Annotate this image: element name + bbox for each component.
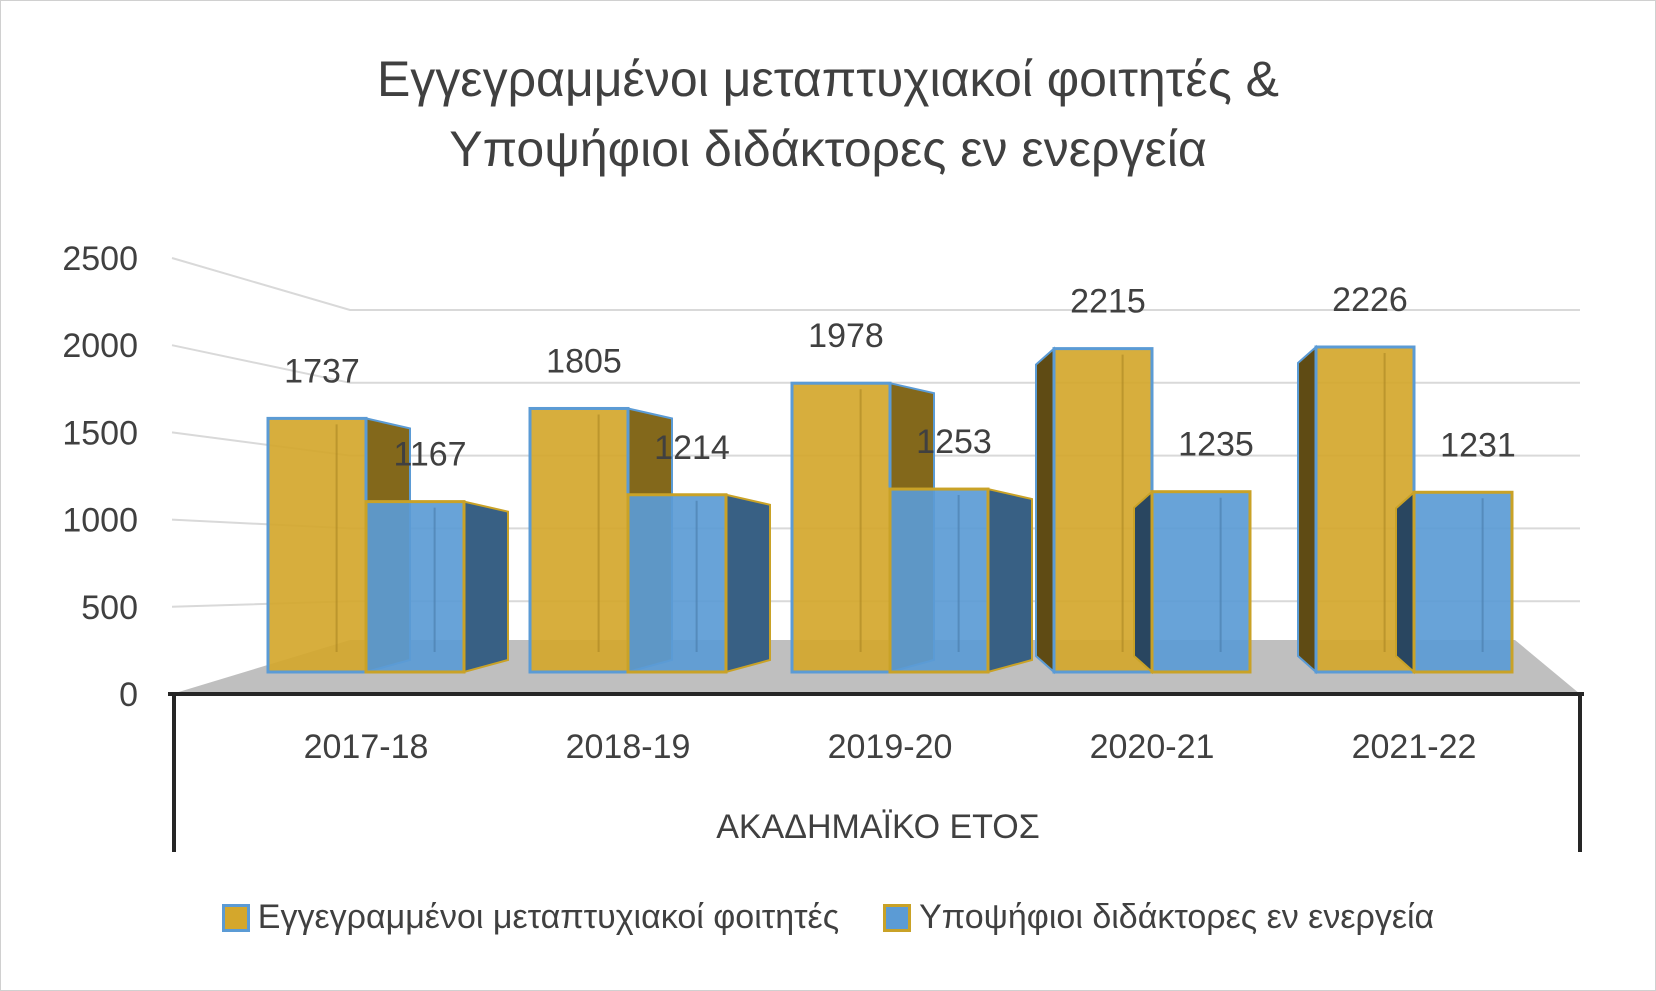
bar-side	[1133, 489, 1153, 675]
data-label: 1214	[654, 429, 730, 467]
bar-side	[463, 500, 509, 674]
data-label: 1805	[546, 342, 622, 380]
data-label: 1253	[916, 423, 992, 461]
bars	[266, 344, 1514, 675]
bar-side	[725, 493, 771, 674]
bar-front	[1150, 490, 1252, 674]
bar-side	[987, 487, 1033, 674]
legend-swatch-series-2	[883, 903, 912, 932]
bar-side	[1035, 346, 1055, 675]
legend-item-series-2: Υποψήφιοι διδάκτορες εν ενεργεία	[883, 898, 1434, 937]
bar-front	[790, 381, 892, 674]
bar-front	[364, 500, 466, 674]
chart-title-line-2: Υποψήφιοι διδάκτορες εν ενεργεία	[449, 121, 1207, 177]
legend-swatch-series-1	[221, 903, 250, 932]
bar-front	[266, 416, 368, 674]
data-label: 1235	[1178, 426, 1254, 464]
legend-label-series-2: Υποψήφιοι διδάκτορες εν ενεργεία	[919, 898, 1435, 936]
data-label: 2215	[1070, 283, 1146, 321]
data-label: 1167	[393, 436, 466, 474]
x-tick-label: 2019-20	[828, 728, 953, 766]
x-tick-label: 2017-18	[304, 728, 429, 766]
data-label: 1978	[808, 317, 884, 355]
y-tick-label: 0	[119, 676, 138, 714]
legend-label-series-1: Εγγεγραμμένοι μεταπτυχιακοί φοιτητές	[257, 898, 840, 936]
x-tick-label: 2021-22	[1352, 728, 1477, 766]
y-tick-label: 2000	[62, 327, 138, 365]
labels: 0 500 1000 1500 2000 2500 1737 1167 2017-18 1805 1…	[62, 240, 1515, 846]
y-tick-label: 1000	[62, 502, 138, 540]
gridline	[171, 257, 1580, 311]
y-tick-label: 1500	[62, 414, 138, 452]
data-label: 1737	[284, 352, 360, 390]
legend-item-series-1: Εγγεγραμμένοι μεταπτυχιακοί φοιτητές	[221, 898, 840, 937]
x-tick-label: 2020-21	[1090, 728, 1215, 766]
bar-front	[528, 406, 630, 674]
data-label: 1231	[1440, 426, 1516, 464]
data-label: 2226	[1332, 281, 1408, 319]
gridline	[171, 344, 1580, 384]
bar-front	[626, 493, 728, 674]
bar-side	[1297, 344, 1317, 675]
axes	[168, 692, 1584, 852]
y-tick-label: 500	[81, 589, 138, 627]
y-tick-label: 2500	[62, 240, 138, 278]
x-axis-title: ΑΚΑΔΗΜΑΪΚΟ ΕΤΟΣ	[716, 808, 1040, 846]
legend: Εγγεγραμμένοι μεταπτυχιακοί φοιτητές Υπο…	[0, 898, 1656, 937]
bar-front	[1412, 490, 1514, 674]
chart-title-line-1: Εγγεγραμμένοι μεταπτυχιακοί φοιτητές &	[376, 51, 1280, 107]
bar-front	[888, 487, 990, 674]
bar-side	[1395, 490, 1415, 675]
x-tick-label: 2018-19	[566, 728, 691, 766]
